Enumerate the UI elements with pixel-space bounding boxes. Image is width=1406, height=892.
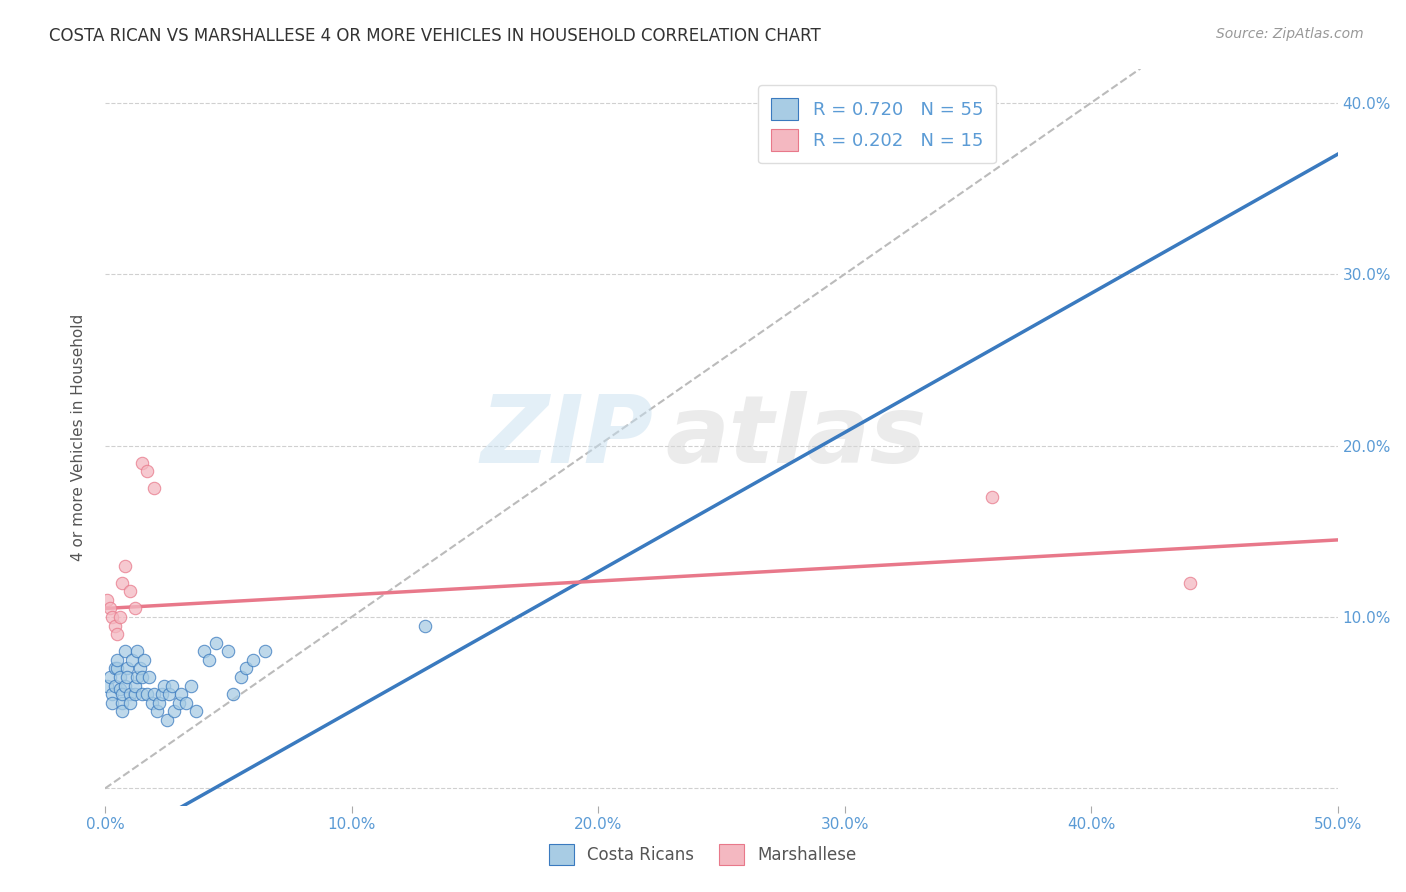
Point — [229, 670, 252, 684]
Point — [111, 704, 134, 718]
Point — [101, 687, 124, 701]
Point — [115, 661, 138, 675]
Point — [118, 584, 141, 599]
Point — [111, 575, 134, 590]
Point — [101, 610, 124, 624]
Point — [167, 696, 190, 710]
Point — [101, 696, 124, 710]
Point — [197, 653, 219, 667]
Point — [176, 696, 198, 710]
Point — [114, 558, 136, 573]
Point — [134, 653, 156, 667]
Text: Source: ZipAtlas.com: Source: ZipAtlas.com — [1216, 27, 1364, 41]
Point — [981, 490, 1004, 504]
Point — [108, 670, 131, 684]
Point — [111, 687, 134, 701]
Legend: R = 0.720   N = 55, R = 0.202   N = 15: R = 0.720 N = 55, R = 0.202 N = 15 — [758, 85, 995, 163]
Point — [108, 681, 131, 696]
Point — [124, 687, 146, 701]
Point — [145, 704, 167, 718]
Text: ZIP: ZIP — [481, 391, 654, 483]
Point — [150, 687, 173, 701]
Point — [131, 456, 153, 470]
Point — [128, 661, 150, 675]
Point — [153, 679, 176, 693]
Point — [125, 644, 148, 658]
Point — [170, 687, 193, 701]
Point — [125, 670, 148, 684]
Point — [124, 679, 146, 693]
Point — [135, 687, 157, 701]
Point — [235, 661, 257, 675]
Point — [105, 661, 128, 675]
Point — [143, 687, 166, 701]
Point — [104, 679, 127, 693]
Point — [118, 696, 141, 710]
Point — [108, 610, 131, 624]
Point — [105, 627, 128, 641]
Point — [254, 644, 277, 658]
Y-axis label: 4 or more Vehicles in Household: 4 or more Vehicles in Household — [72, 313, 86, 561]
Point — [160, 679, 183, 693]
Point — [131, 670, 153, 684]
Point — [180, 679, 202, 693]
Point — [114, 679, 136, 693]
Point — [1178, 575, 1201, 590]
Point — [104, 661, 127, 675]
Point — [114, 644, 136, 658]
Point — [415, 618, 437, 632]
Point — [163, 704, 186, 718]
Point — [131, 687, 153, 701]
Point — [115, 670, 138, 684]
Point — [143, 482, 166, 496]
Point — [124, 601, 146, 615]
Point — [157, 687, 180, 701]
Point — [96, 679, 118, 693]
Point — [148, 696, 170, 710]
Point — [186, 704, 208, 718]
Point — [217, 644, 239, 658]
Point — [105, 653, 128, 667]
Legend: Costa Ricans, Marshallese: Costa Ricans, Marshallese — [538, 834, 868, 875]
Point — [98, 601, 121, 615]
Text: atlas: atlas — [666, 391, 927, 483]
Point — [121, 653, 143, 667]
Point — [104, 618, 127, 632]
Point — [98, 670, 121, 684]
Point — [138, 670, 160, 684]
Point — [242, 653, 264, 667]
Point — [96, 593, 118, 607]
Point — [111, 696, 134, 710]
Text: COSTA RICAN VS MARSHALLESE 4 OR MORE VEHICLES IN HOUSEHOLD CORRELATION CHART: COSTA RICAN VS MARSHALLESE 4 OR MORE VEH… — [49, 27, 821, 45]
Point — [141, 696, 163, 710]
Point — [222, 687, 245, 701]
Point — [118, 687, 141, 701]
Point — [193, 644, 215, 658]
Point — [135, 464, 157, 478]
Point — [156, 713, 179, 727]
Point — [205, 636, 228, 650]
